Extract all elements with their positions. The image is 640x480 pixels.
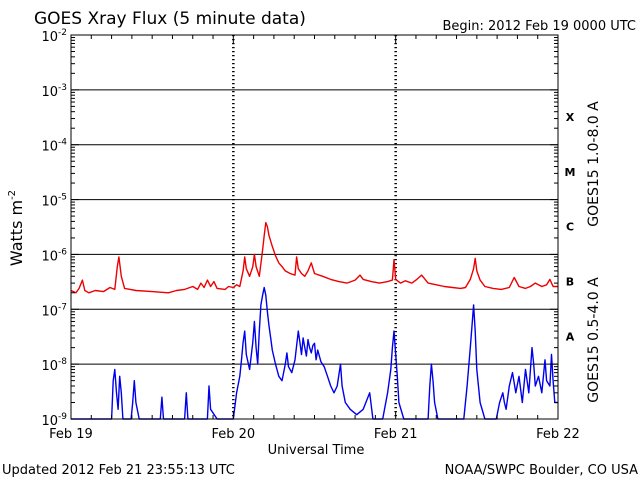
series-line-1 bbox=[71, 286, 558, 420]
x-tick-label-0: Feb 19 bbox=[49, 427, 93, 442]
flare-class-b: B bbox=[566, 276, 574, 289]
y-tick-label-6: 10-8 bbox=[41, 357, 67, 374]
x-axis-label: Universal Time bbox=[268, 443, 365, 458]
grid-layer bbox=[71, 34, 558, 420]
y-tick-label-1: 10-3 bbox=[41, 83, 67, 100]
flare-class-layer: X M C B A bbox=[565, 111, 576, 343]
y-tick-label-4: 10-6 bbox=[41, 247, 67, 264]
y-tick-label-5: 10-7 bbox=[41, 302, 67, 319]
flare-class-m: M bbox=[565, 166, 576, 179]
y-tick-label-7: 10-9 bbox=[41, 412, 67, 429]
x-tick-label-3: Feb 22 bbox=[536, 427, 580, 442]
plot-frame bbox=[70, 34, 559, 420]
begin-label: Begin: 2012 Feb 19 0000 UTC bbox=[442, 19, 636, 34]
flare-class-x: X bbox=[566, 111, 575, 124]
legend-goes15-short: GOES15 0.5-4.0 A bbox=[586, 277, 602, 403]
chart-title: GOES Xray Flux (5 minute data) bbox=[34, 9, 306, 29]
x-tick-label-1: Feb 20 bbox=[211, 427, 255, 442]
x-tick-label-layer: Feb 19 Feb 20 Feb 21 Feb 22 bbox=[49, 427, 580, 442]
legend-goes15-long: GOES15 1.0-8.0 A bbox=[586, 101, 602, 227]
footer-updated: Updated 2012 Feb 21 23:55:13 UTC bbox=[2, 463, 235, 478]
series-layer bbox=[70, 221, 558, 420]
x-tick-label-2: Feb 21 bbox=[374, 427, 418, 442]
y-tick-label-2: 10-4 bbox=[41, 138, 67, 155]
flare-class-a: A bbox=[566, 330, 575, 343]
footer-credit: NOAA/SWPC Boulder, CO USA bbox=[445, 463, 638, 478]
series-line-0 bbox=[70, 221, 558, 294]
y-axis-label: Watts m-2 bbox=[7, 190, 26, 266]
y-tick-label-0: 10-2 bbox=[41, 28, 67, 45]
y-tick-label-3: 10-5 bbox=[41, 193, 67, 210]
y-tick-label-layer: 10-2 10-3 10-4 10-5 10-6 10-7 10-8 10-9 bbox=[41, 28, 67, 429]
flare-class-c: C bbox=[566, 221, 574, 234]
